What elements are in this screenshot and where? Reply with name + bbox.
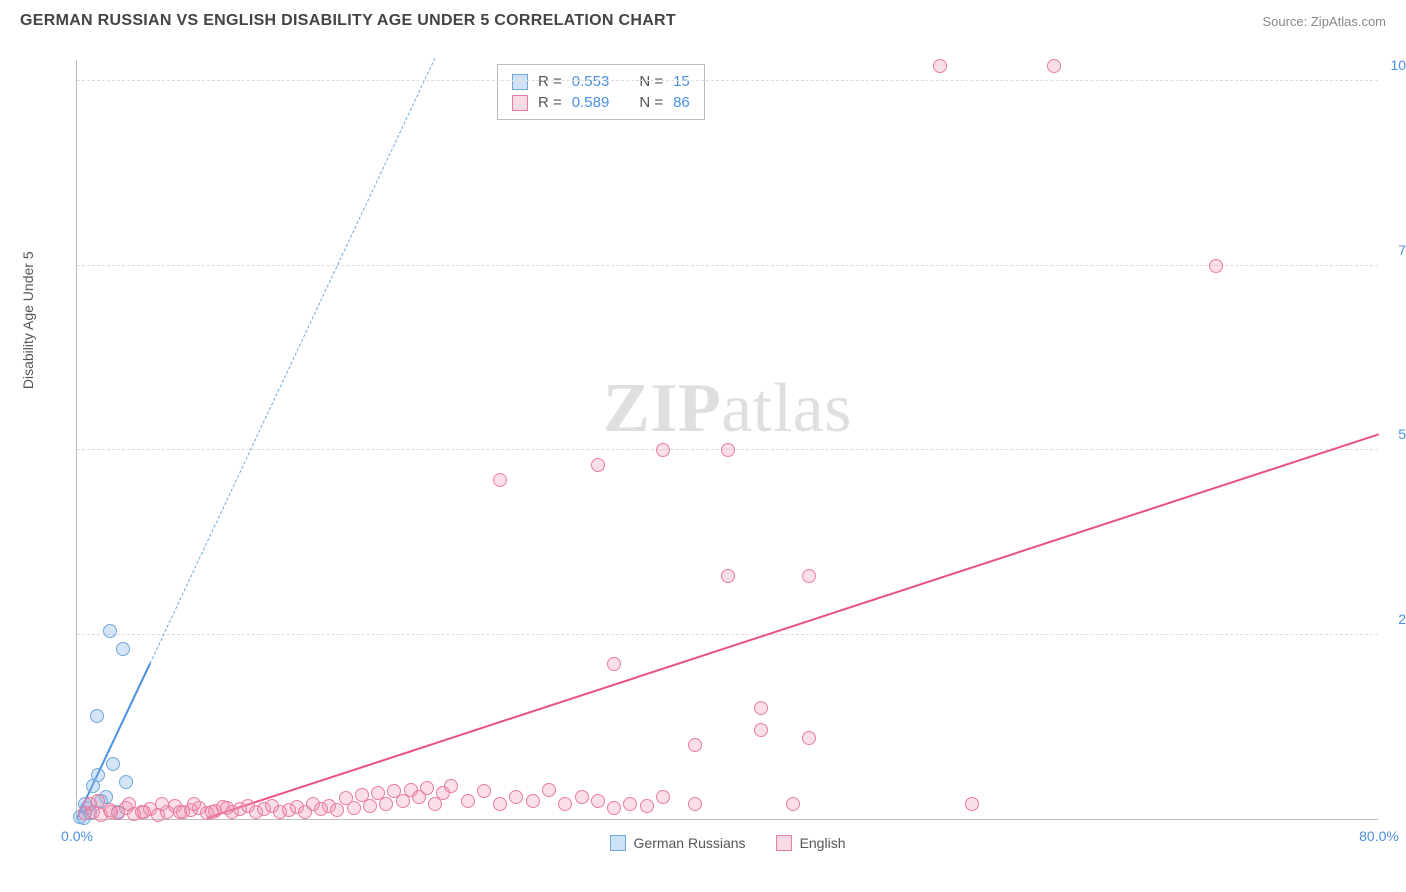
data-point: [786, 797, 800, 811]
swatch-pink-icon: [512, 95, 528, 111]
chart-container: Disability Age Under 5 ZIPatlas R = 0.55…: [48, 60, 1378, 840]
y-axis-label: Disability Age Under 5: [20, 251, 36, 389]
data-point: [205, 805, 219, 819]
data-point: [173, 805, 187, 819]
data-point: [493, 473, 507, 487]
legend-label-pink: English: [800, 835, 846, 851]
data-point: [347, 801, 361, 815]
y-tick-label: 50.0%: [1383, 426, 1406, 442]
grid-line: [77, 265, 1378, 266]
data-point: [103, 624, 117, 638]
data-point: [137, 805, 151, 819]
data-point: [106, 757, 120, 771]
chart-title: GERMAN RUSSIAN VS ENGLISH DISABILITY AGE…: [20, 12, 676, 30]
data-point: [933, 59, 947, 73]
data-point: [1209, 259, 1223, 273]
legend-label-blue: German Russians: [634, 835, 746, 851]
legend-swatch-pink-icon: [776, 835, 792, 851]
stats-r-blue: 0.553: [572, 73, 610, 90]
data-point: [558, 797, 572, 811]
stats-r-pink: 0.589: [572, 94, 610, 111]
data-point: [90, 709, 104, 723]
data-point: [688, 738, 702, 752]
data-point: [461, 794, 475, 808]
data-point: [91, 768, 105, 782]
grid-line: [77, 80, 1378, 81]
data-point: [116, 642, 130, 656]
data-point: [220, 801, 234, 815]
legend-swatch-blue-icon: [610, 835, 626, 851]
stats-row-blue: R = 0.553 N = 15: [512, 71, 690, 92]
legend-item-blue: German Russians: [610, 835, 746, 851]
data-point: [187, 797, 201, 811]
trend-line: [150, 58, 436, 663]
data-point: [591, 458, 605, 472]
watermark: ZIPatlas: [603, 369, 852, 449]
data-point: [688, 797, 702, 811]
x-tick-label: 0.0%: [61, 828, 93, 844]
stats-r-label2: R =: [538, 94, 562, 111]
stats-n-label2: N =: [639, 94, 663, 111]
legend-bottom: German Russians English: [610, 835, 846, 851]
data-point: [754, 723, 768, 737]
data-point: [526, 794, 540, 808]
data-point: [477, 784, 491, 798]
stats-n-pink: 86: [673, 94, 690, 111]
data-point: [607, 801, 621, 815]
data-point: [656, 790, 670, 804]
data-point: [420, 781, 434, 795]
data-point: [91, 794, 105, 808]
source-text: Source: ZipAtlas.com: [1262, 14, 1386, 29]
data-point: [623, 797, 637, 811]
data-point: [330, 803, 344, 817]
data-point: [721, 443, 735, 457]
y-tick-label: 100.0%: [1383, 57, 1406, 73]
data-point: [363, 799, 377, 813]
data-point: [591, 794, 605, 808]
y-tick-label: 25.0%: [1383, 611, 1406, 627]
legend-item-pink: English: [776, 835, 846, 851]
data-point: [119, 775, 133, 789]
data-point: [379, 797, 393, 811]
stats-r-label: R =: [538, 73, 562, 90]
x-tick-label: 80.0%: [1359, 828, 1399, 844]
data-point: [802, 569, 816, 583]
data-point: [965, 797, 979, 811]
data-point: [155, 797, 169, 811]
data-point: [575, 790, 589, 804]
data-point: [607, 657, 621, 671]
plot-area: ZIPatlas R = 0.553 N = 15 R = 0.589 N = …: [76, 60, 1378, 820]
data-point: [802, 731, 816, 745]
data-point: [656, 443, 670, 457]
data-point: [493, 797, 507, 811]
data-point: [542, 783, 556, 797]
trend-line: [76, 663, 151, 819]
stats-row-pink: R = 0.589 N = 86: [512, 92, 690, 113]
data-point: [754, 701, 768, 715]
stats-box: R = 0.553 N = 15 R = 0.589 N = 86: [497, 64, 705, 120]
data-point: [104, 805, 118, 819]
stats-n-label: N =: [639, 73, 663, 90]
stats-n-blue: 15: [673, 73, 690, 90]
trend-line: [207, 433, 1379, 819]
data-point: [1047, 59, 1061, 73]
data-point: [721, 569, 735, 583]
data-point: [509, 790, 523, 804]
y-tick-label: 75.0%: [1383, 242, 1406, 258]
data-point: [640, 799, 654, 813]
data-point: [444, 779, 458, 793]
data-point: [122, 797, 136, 811]
swatch-blue-icon: [512, 74, 528, 90]
grid-line: [77, 634, 1378, 635]
